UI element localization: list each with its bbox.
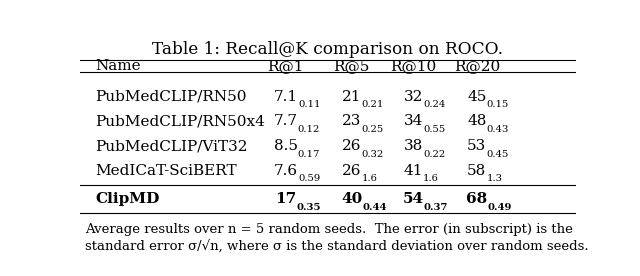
Text: PubMedCLIP/RN50x4: PubMedCLIP/RN50x4 [95, 114, 265, 128]
Text: PubMedCLIP/RN50: PubMedCLIP/RN50 [95, 90, 246, 104]
Text: 0.24: 0.24 [423, 100, 445, 110]
Text: 7.6: 7.6 [274, 164, 298, 178]
Text: 7.1: 7.1 [274, 90, 298, 104]
Text: 0.49: 0.49 [488, 203, 512, 212]
Text: R@10: R@10 [390, 60, 436, 73]
Text: 0.32: 0.32 [362, 150, 384, 159]
Text: standard error σ/√n, where σ is the standard deviation over random seeds.: standard error σ/√n, where σ is the stan… [85, 240, 589, 253]
Text: 21: 21 [342, 90, 362, 104]
Text: PubMedCLIP/ViT32: PubMedCLIP/ViT32 [95, 139, 248, 153]
Text: 0.35: 0.35 [296, 203, 321, 212]
Text: 0.43: 0.43 [486, 125, 509, 134]
Text: 0.45: 0.45 [486, 150, 509, 159]
Text: 1.3: 1.3 [486, 174, 502, 184]
Text: 48: 48 [467, 114, 486, 128]
Text: R@20: R@20 [454, 60, 500, 73]
Text: 0.17: 0.17 [298, 150, 320, 159]
Text: 0.11: 0.11 [298, 100, 321, 110]
Text: 0.55: 0.55 [423, 125, 445, 134]
Text: 23: 23 [342, 114, 362, 128]
Text: 1.6: 1.6 [362, 174, 378, 184]
Text: 0.37: 0.37 [424, 203, 448, 212]
Text: Table 1: Recall@K comparison on ROCO.: Table 1: Recall@K comparison on ROCO. [152, 41, 504, 58]
Text: 38: 38 [404, 139, 423, 153]
Text: MedICaT-SciBERT: MedICaT-SciBERT [95, 164, 237, 178]
Text: 7.7: 7.7 [274, 114, 298, 128]
Text: 26: 26 [342, 164, 362, 178]
Text: 0.15: 0.15 [486, 100, 509, 110]
Text: 32: 32 [404, 90, 423, 104]
Text: Average results over n = 5 random seeds.  The error (in subscript) is the: Average results over n = 5 random seeds.… [85, 223, 573, 236]
Text: 0.22: 0.22 [423, 150, 445, 159]
Text: 53: 53 [467, 139, 486, 153]
Text: 0.59: 0.59 [298, 174, 320, 184]
Text: 41: 41 [404, 164, 423, 178]
Text: R@1: R@1 [268, 60, 304, 73]
Text: 26: 26 [342, 139, 362, 153]
Text: 0.25: 0.25 [362, 125, 384, 134]
Text: 58: 58 [467, 164, 486, 178]
Text: ClipMD: ClipMD [95, 192, 159, 206]
Text: 34: 34 [404, 114, 423, 128]
Text: 68: 68 [466, 192, 488, 206]
Text: R@5: R@5 [333, 60, 370, 73]
Text: 0.21: 0.21 [362, 100, 384, 110]
Text: 54: 54 [403, 192, 424, 206]
Text: 0.12: 0.12 [298, 125, 320, 134]
Text: 40: 40 [341, 192, 362, 206]
Text: 1.6: 1.6 [423, 174, 439, 184]
Text: 45: 45 [467, 90, 486, 104]
Text: 17: 17 [275, 192, 296, 206]
Text: 8.5: 8.5 [274, 139, 298, 153]
Text: Name: Name [95, 60, 141, 73]
Text: 0.44: 0.44 [362, 203, 387, 212]
